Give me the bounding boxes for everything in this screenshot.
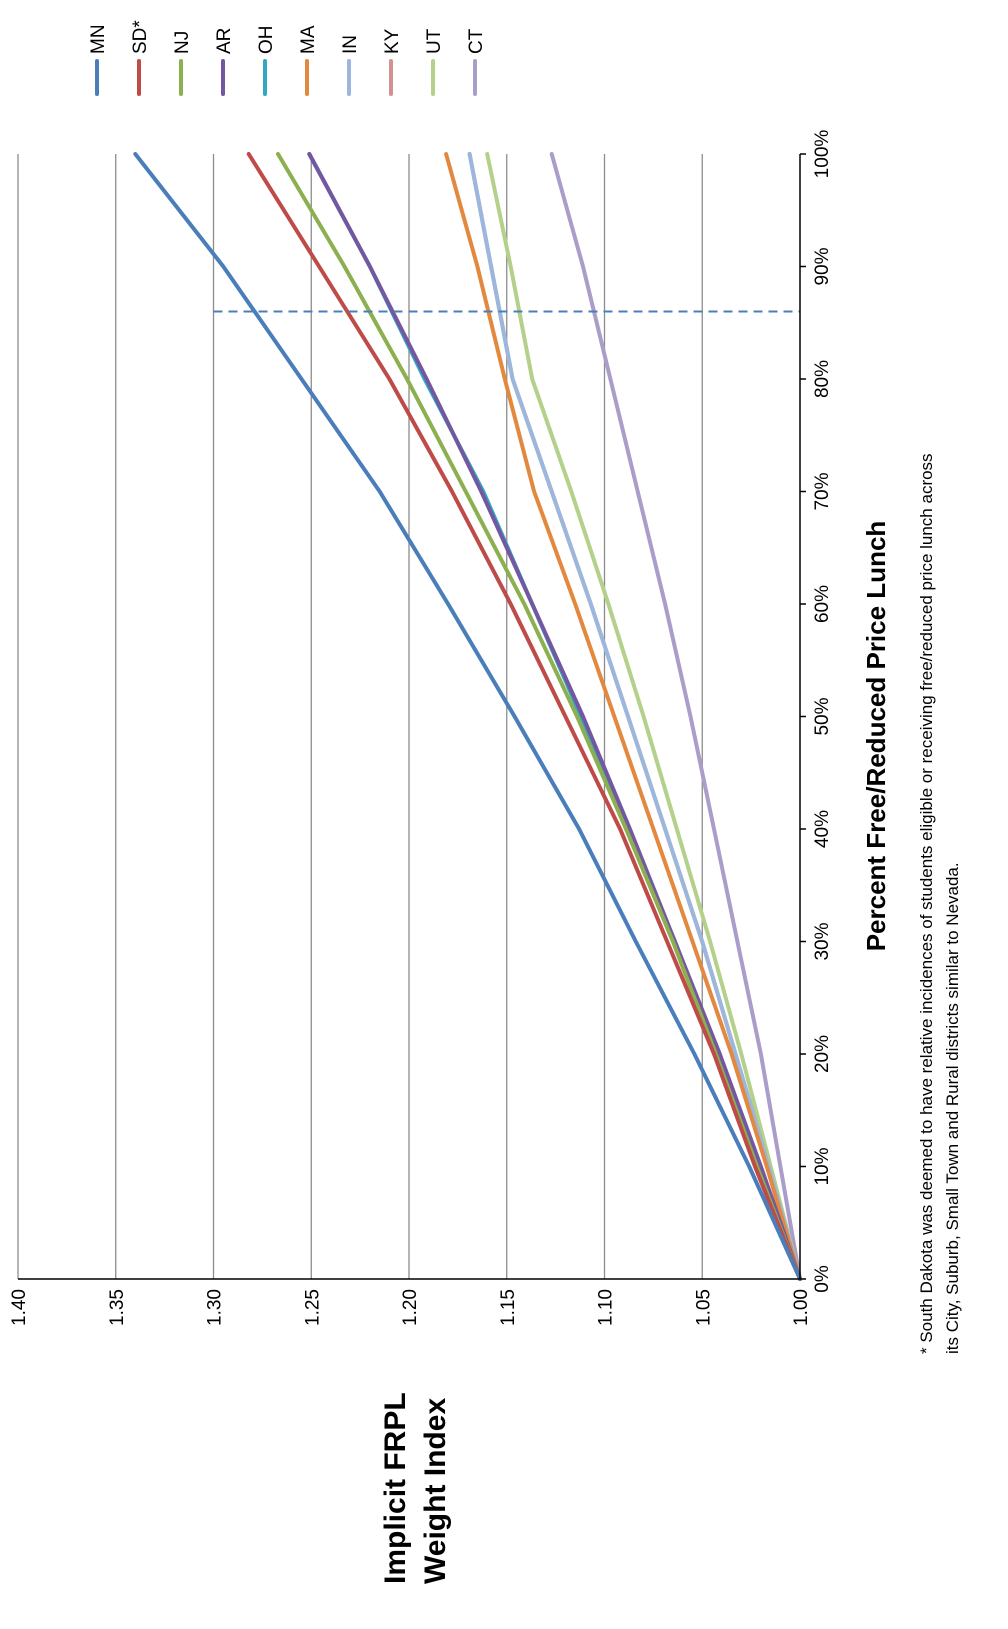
gridlines bbox=[17, 154, 703, 1279]
y-tick-label: 1.25 bbox=[302, 1289, 323, 1326]
legend-label: NJ bbox=[172, 31, 193, 54]
x-tick-label: 70% bbox=[812, 472, 833, 510]
x-tick-label: 60% bbox=[812, 585, 833, 623]
legend-item-ar: AR bbox=[214, 28, 235, 96]
series-line-mn bbox=[133, 152, 802, 1281]
legend-item-oh: OH bbox=[256, 26, 277, 96]
footnote-line-1: * South Dakota was deemed to have relati… bbox=[917, 453, 936, 1354]
series-line-oh bbox=[307, 152, 802, 1281]
rotated-chart: 1.001.051.101.151.201.251.301.351.40 0%1… bbox=[9, 20, 962, 1584]
x-axis-title: Percent Free/Reduced Price Lunch bbox=[861, 521, 891, 952]
x-tick-label: 40% bbox=[812, 810, 833, 848]
y-tick-label: 1.15 bbox=[498, 1289, 519, 1326]
x-tick-label: 0% bbox=[812, 1265, 833, 1293]
legend-label: IN bbox=[340, 35, 361, 54]
x-tick-label: 30% bbox=[812, 922, 833, 960]
legend-label: AR bbox=[214, 28, 235, 54]
legend-label: SD* bbox=[130, 20, 151, 54]
legend-item-nj: NJ bbox=[172, 31, 193, 96]
y-tick-label: 1.00 bbox=[791, 1289, 812, 1326]
legend-label: MA bbox=[298, 25, 319, 54]
y-tick-label: 1.35 bbox=[107, 1289, 128, 1326]
footnote-line-2: its City, Suburb, Small Town and Rural d… bbox=[943, 862, 962, 1354]
legend-item-ma: MA bbox=[298, 25, 319, 96]
y-axis-title-line-1: Implicit FRPL bbox=[379, 1392, 412, 1584]
legend-item-mn: MN bbox=[88, 24, 109, 96]
plot-area bbox=[17, 152, 802, 1281]
x-tick-labels: 0% 10% 20% 30% 40% 50% 60% 70% 80% 90% 100% bbox=[800, 130, 833, 1293]
series-line-ct bbox=[549, 152, 802, 1281]
legend-item-ct: CT bbox=[466, 28, 487, 96]
series-lines bbox=[133, 152, 802, 1281]
y-tick-label: 1.10 bbox=[596, 1289, 617, 1326]
series-line-sd bbox=[246, 152, 802, 1281]
y-axis-title-line-2: Weight Index bbox=[419, 1398, 452, 1584]
legend: MN SD* NJ AR OH MA IN KY UT CT bbox=[88, 20, 487, 96]
series-line-ut bbox=[485, 152, 802, 1281]
x-tick-label: 50% bbox=[812, 697, 833, 735]
series-line-ar bbox=[307, 152, 802, 1281]
legend-label: CT bbox=[466, 28, 487, 54]
legend-item-ky: KY bbox=[382, 28, 403, 96]
x-tick-label: 20% bbox=[812, 1035, 833, 1073]
y-tick-labels: 1.00 1.05 1.10 1.15 1.20 1.25 1.30 1.35 1.40 bbox=[9, 1289, 812, 1326]
legend-item-in: IN bbox=[340, 35, 361, 96]
x-tick-label: 80% bbox=[812, 360, 833, 398]
y-tick-label: 1.40 bbox=[9, 1289, 30, 1326]
y-tick-label: 1.20 bbox=[400, 1289, 421, 1326]
legend-label: MN bbox=[88, 24, 109, 54]
x-tick-label: 100% bbox=[812, 130, 833, 179]
legend-label: KY bbox=[382, 28, 403, 54]
series-line-in bbox=[467, 152, 802, 1281]
y-tick-label: 1.30 bbox=[205, 1289, 226, 1326]
legend-item-sd: SD* bbox=[130, 20, 151, 96]
legend-item-ut: UT bbox=[424, 28, 445, 96]
x-tick-label: 90% bbox=[812, 247, 833, 285]
y-tick-label: 1.05 bbox=[693, 1289, 714, 1326]
x-tick-label: 10% bbox=[812, 1147, 833, 1185]
series-line-ma bbox=[444, 152, 802, 1281]
legend-label: UT bbox=[424, 28, 445, 54]
legend-label: OH bbox=[256, 26, 277, 55]
